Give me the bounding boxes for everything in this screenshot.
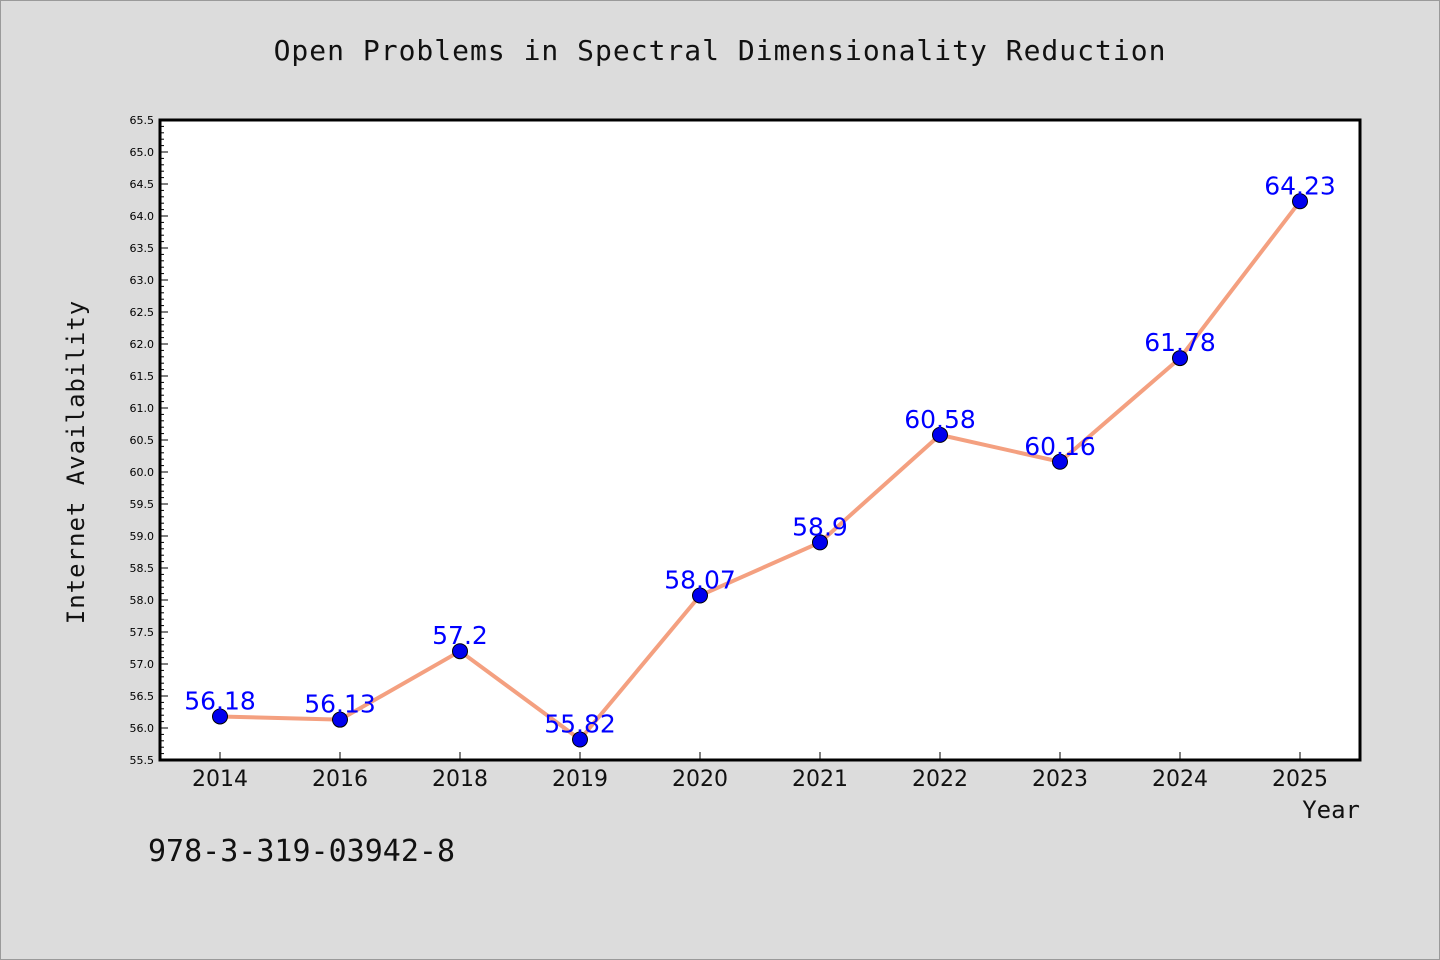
data-label: 60.58 (904, 405, 976, 434)
data-label: 57.2 (432, 621, 488, 650)
x-tick-label: 2019 (552, 767, 608, 792)
data-label: 56.18 (184, 686, 256, 715)
y-tick-label: 57.5 (130, 626, 155, 639)
y-tick-label: 59.0 (130, 530, 155, 543)
y-tick-label: 65.5 (130, 114, 155, 127)
data-point (1172, 350, 1188, 367)
x-tick-label: 2023 (1032, 767, 1088, 792)
data-point (1052, 453, 1068, 470)
data-label: 61.78 (1144, 328, 1216, 357)
x-tick-label: 2020 (672, 767, 728, 792)
y-tick-label: 61.0 (130, 402, 155, 415)
y-tick-label: 59.5 (130, 498, 155, 511)
y-tick-label: 57.0 (130, 658, 155, 671)
data-point (692, 587, 708, 604)
x-tick-label: 2021 (792, 767, 848, 792)
y-tick-label: 58.0 (130, 594, 155, 607)
data-point (932, 426, 948, 443)
y-tick-label: 63.0 (130, 274, 155, 287)
x-tick-label: 2014 (192, 767, 248, 792)
data-label-layer: 56.18 56.13 57.2 55.82 58.07 58.9 60.58 60.16 61… (184, 171, 1336, 738)
x-tick-label: 2016 (312, 767, 368, 792)
data-point (332, 711, 348, 728)
y-tick-label: 55.5 (130, 754, 155, 767)
chart-title: Open Problems in Spectral Dimensionality… (273, 34, 1167, 67)
data-point (452, 643, 468, 660)
data-label: 58.07 (664, 566, 736, 595)
x-tick-label: 2018 (432, 767, 488, 792)
y-tick-label: 62.0 (130, 338, 155, 351)
x-axis-ticks: 2014 2016 2018 2019 2020 2021 2022 2023 2024 2025 (192, 752, 1328, 792)
y-tick-label: 64.5 (130, 178, 155, 191)
isbn-annotation: 978-3-319-03942-8 (148, 834, 456, 869)
y-tick-label: 56.5 (130, 690, 155, 703)
data-label: 58.9 (792, 512, 848, 541)
series-line (218, 199, 1302, 742)
y-tick-label: 64.0 (130, 210, 155, 223)
y-tick-label: 61.5 (130, 370, 155, 383)
x-tick-label: 2022 (912, 767, 968, 792)
data-point (812, 534, 828, 551)
data-point (212, 708, 228, 725)
y-tick-label: 60.5 (130, 434, 155, 447)
data-point (1292, 193, 1308, 210)
plot-area (158, 118, 1362, 762)
y-tick-label: 62.5 (130, 306, 155, 319)
data-label: 55.82 (544, 710, 616, 739)
y-tick-label: 63.5 (130, 242, 155, 255)
series-layer (218, 199, 1302, 742)
y-tick-label: 65.0 (130, 146, 155, 159)
y-tick-label: 56.0 (130, 722, 155, 735)
data-label: 60.16 (1024, 432, 1096, 461)
x-tick-label: 2025 (1272, 767, 1328, 792)
y-axis-ticks: 55.5 56.0 56.5 57.0 57.5 58.0 58.5 59.0 59.5 60.0… (130, 114, 168, 767)
marker-layer (212, 193, 1308, 748)
data-label: 56.13 (304, 690, 376, 719)
data-label: 64.23 (1264, 171, 1336, 200)
data-point (572, 731, 588, 748)
y-tick-label: 58.5 (130, 562, 155, 575)
x-axis-label: Year (1302, 796, 1360, 824)
y-tick-label: 60.0 (130, 466, 155, 479)
x-tick-label: 2024 (1152, 767, 1208, 792)
